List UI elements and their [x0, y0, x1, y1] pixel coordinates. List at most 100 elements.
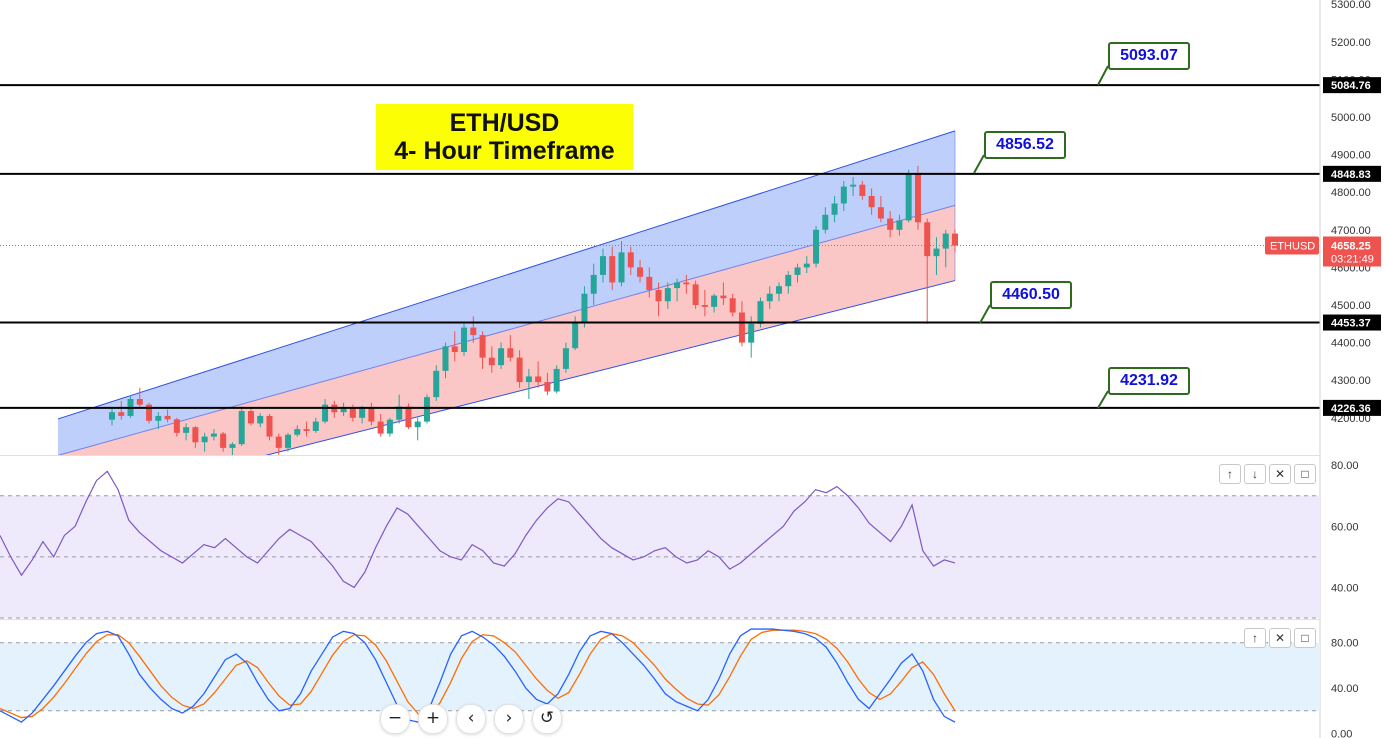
- rsi-pane-controls: ↑ ↓ ✕ □: [1219, 464, 1316, 484]
- rsi-maximize-button[interactable]: □: [1294, 464, 1316, 484]
- candle-bull: [850, 184, 857, 187]
- candle-bear: [470, 327, 477, 336]
- candle-bull: [840, 186, 847, 204]
- candle-bear: [479, 335, 486, 358]
- price-axis-bg: [1320, 0, 1385, 738]
- chart-navigation: − + ‹ › ↺: [380, 704, 562, 734]
- candle-bear: [544, 382, 551, 392]
- candle-bull: [572, 321, 579, 349]
- candle-bear: [247, 411, 254, 424]
- scroll-left-button[interactable]: ‹: [456, 704, 486, 734]
- price-tick-label: 4800.00: [1331, 187, 1371, 199]
- candle-bear: [627, 252, 634, 268]
- candle-bull: [822, 214, 829, 230]
- candle-bear: [637, 267, 644, 277]
- candle-bear: [349, 408, 356, 418]
- candle-bear: [535, 376, 542, 383]
- price-tick-label: 4400.00: [1331, 338, 1371, 350]
- stoch-maximize-button[interactable]: □: [1294, 628, 1316, 648]
- channel-lower-line: [265, 280, 956, 455]
- candle-bull: [766, 293, 773, 302]
- candle-bull: [794, 267, 801, 275]
- price-tick-label: 5200.00: [1331, 37, 1371, 49]
- candle-bull: [498, 348, 505, 366]
- scroll-right-button[interactable]: ›: [494, 704, 524, 734]
- candle-bear: [646, 276, 653, 290]
- candle-bull: [599, 256, 606, 275]
- candle-bull: [229, 444, 236, 448]
- candle-bear: [266, 415, 273, 437]
- callout-pointer-3: [979, 304, 991, 324]
- stoch-close-button[interactable]: ✕: [1269, 628, 1291, 648]
- candle-bear: [655, 289, 662, 302]
- callout-pointer-4: [1097, 390, 1109, 409]
- stoch-k-line: [0, 628, 956, 723]
- candle-bear: [701, 305, 708, 307]
- callout-label-3: 4460.50: [990, 281, 1072, 309]
- candle-bear: [952, 233, 958, 246]
- candle-bear: [683, 282, 690, 285]
- reset-chart-button[interactable]: ↺: [532, 704, 562, 734]
- candle-bull: [905, 173, 912, 221]
- candle-bear: [507, 348, 514, 358]
- candle-bull: [803, 263, 810, 268]
- price-tick-label: 5000.00: [1331, 112, 1371, 124]
- rsi-move-down-button[interactable]: ↓: [1244, 464, 1266, 484]
- candle-bull: [933, 248, 940, 257]
- stoch-move-up-button[interactable]: ↑: [1244, 628, 1266, 648]
- callout-label-1: 5093.07: [1108, 42, 1190, 70]
- candle-bull: [414, 421, 421, 428]
- candle-bear: [377, 421, 384, 434]
- candle-bull: [312, 421, 319, 431]
- channel-upper-zone: [58, 130, 955, 455]
- candle-bull: [525, 376, 532, 383]
- candle-bull: [618, 252, 625, 283]
- channel-lower-zone: [59, 205, 955, 455]
- callout-pointer-2: [973, 154, 985, 174]
- candle-bull: [201, 436, 208, 443]
- symbol-badge: [1265, 236, 1319, 255]
- callout-label-2: 4856.52: [984, 131, 1066, 159]
- callout-label-4: 4231.92: [1108, 367, 1190, 395]
- candle-bull: [423, 397, 430, 422]
- candle-bear: [516, 357, 523, 383]
- rsi-band: [0, 495, 1320, 618]
- rsi-move-up-button[interactable]: ↑: [1219, 464, 1241, 484]
- level-badge-text-3: 4453.37: [1331, 318, 1371, 330]
- candle-bull: [396, 406, 403, 420]
- candle-bear: [275, 436, 282, 448]
- candle-bear: [192, 427, 199, 443]
- candle-bull: [386, 419, 393, 434]
- zoom-out-button[interactable]: −: [380, 704, 410, 734]
- rsi-close-button[interactable]: ✕: [1269, 464, 1291, 484]
- level-badge-2: [1323, 165, 1381, 182]
- candle-bear: [405, 406, 412, 428]
- candle-bull: [664, 288, 671, 302]
- stoch-d-line: [0, 629, 956, 719]
- zoom-in-button[interactable]: +: [418, 704, 448, 734]
- candle-bull: [322, 404, 329, 422]
- candle-bear: [451, 346, 458, 352]
- level-badge-4: [1323, 399, 1381, 416]
- candle-bull: [942, 233, 949, 249]
- candle-bear: [877, 207, 884, 219]
- price-tick-label: 4700.00: [1331, 225, 1371, 237]
- price-tick-label: 4300.00: [1331, 375, 1371, 387]
- stoch-tick-label: 80.00: [1331, 638, 1359, 650]
- price-tick-label: 4900.00: [1331, 150, 1371, 162]
- stoch-tick-label: 40.00: [1331, 683, 1359, 695]
- level-badge-3: [1323, 314, 1381, 331]
- candle-bull: [442, 346, 449, 371]
- candle-bull: [581, 293, 588, 322]
- symbol-badge-text: ETHUSD: [1270, 240, 1315, 252]
- rsi-tick-label: 80.00: [1331, 460, 1359, 472]
- last-price-badge: [1323, 236, 1381, 267]
- countdown-text: 03:21:49: [1331, 253, 1374, 265]
- candle-bull: [711, 295, 718, 307]
- last-price-text: 4658.25: [1331, 240, 1371, 252]
- candle-bear: [303, 429, 310, 431]
- candle-bull: [562, 348, 569, 369]
- candle-bull: [210, 433, 217, 437]
- callout-pointer-1: [1097, 65, 1109, 86]
